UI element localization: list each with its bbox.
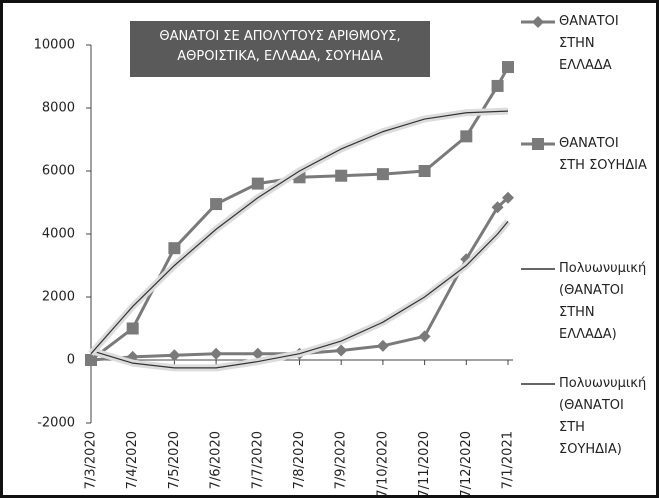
x-tick-label: 7/5/2020 — [167, 431, 182, 489]
series-line — [90, 66, 510, 362]
trend-line — [90, 110, 509, 355]
marker — [251, 177, 264, 190]
marker — [168, 349, 181, 362]
x-tick-label: 7/12/2020 — [459, 431, 474, 495]
y-tick-label: 6000 — [42, 164, 75, 179]
x-tick-label: 7/11/2020 — [417, 431, 432, 495]
x-tick-label: 7/4/2020 — [125, 431, 140, 489]
marker — [491, 201, 504, 214]
y-tick-label: 2000 — [42, 290, 75, 305]
series-line — [90, 196, 510, 362]
legend-marker — [532, 16, 544, 28]
plot: -2000 0 2000 4000 6000 8000 10000 7/3/2020 7/4/2… — [34, 16, 555, 495]
x-tick-label: 7/3/2020 — [84, 431, 99, 489]
x-tick-label: 7/8/2020 — [292, 431, 307, 489]
marker — [126, 322, 139, 335]
x-tick-label: 7/1/2021 — [501, 431, 516, 489]
legend-marker — [532, 138, 544, 150]
marker — [502, 61, 514, 74]
marker — [418, 165, 431, 177]
legend-label: Πολυωνυμική (ΘΑΝΑΤΟΙ ΣΤΗΝ ΕΛΛΑΔΑ) — [559, 261, 647, 342]
y-tick-label: 4000 — [42, 227, 75, 242]
trend-halo — [88, 107, 509, 357]
marker — [210, 347, 223, 360]
x-tick-label: 7/7/2020 — [250, 431, 265, 489]
y-tick-label: -2000 — [37, 416, 75, 431]
trend-line — [90, 221, 509, 369]
marker — [85, 354, 97, 366]
marker — [376, 339, 389, 352]
legend-label: ΘΑΝΑΤΟΙ ΣΤΗ ΣΟΥΗΔΙΑ — [559, 136, 647, 173]
y-tick-label: 10000 — [34, 38, 75, 53]
marker — [251, 347, 264, 360]
marker — [335, 169, 348, 182]
marker — [335, 344, 348, 357]
legend-label: Πολυωνυμική (ΘΑΝΑΤΟΙ ΣΤΗ ΣΟΥΗΔΙΑ) — [559, 376, 647, 457]
chart-title: ΘΑΝΑΤΟΙ ΣΕ ΑΠΟΛΥΤΟΥΣ ΑΡΙΘΜΟΥΣ, ΑΘΡΟΙΣΤΙΚ… — [130, 21, 430, 77]
marker — [418, 330, 431, 343]
marker — [168, 242, 181, 255]
y-tick-label: 8000 — [42, 101, 75, 116]
y-tick-label: 0 — [67, 353, 75, 368]
x-tick-label: 7/10/2020 — [375, 431, 390, 495]
x-tick-label: 7/9/2020 — [334, 431, 349, 489]
marker — [491, 79, 504, 92]
marker — [460, 130, 473, 143]
marker — [376, 168, 389, 181]
marker — [502, 191, 514, 204]
legend-label: ΘΑΝΑΤΟΙ ΣΤΗΝ ΕΛΛΑΔΑ — [559, 14, 619, 73]
marker — [210, 198, 223, 211]
x-tick-label: 7/6/2020 — [209, 431, 224, 489]
